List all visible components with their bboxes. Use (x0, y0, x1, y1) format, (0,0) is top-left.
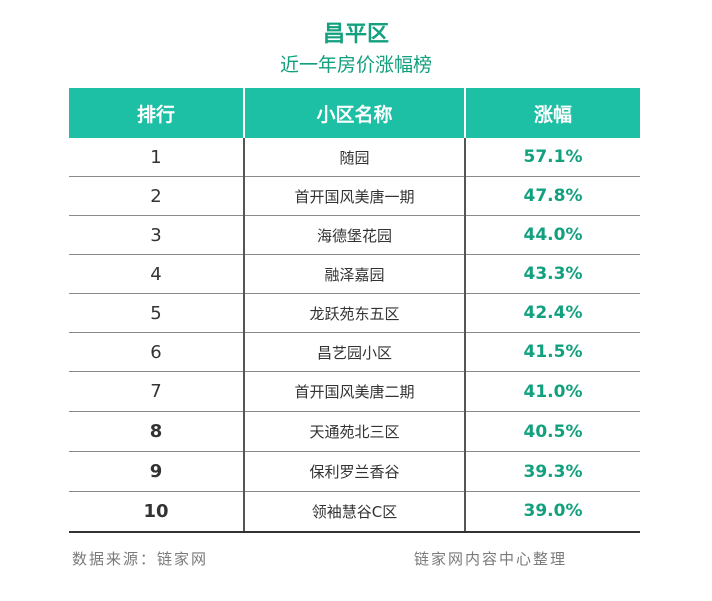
table-row: 6 昌艺园小区 41.5% (69, 332, 640, 372)
rank-cell: 4 (69, 254, 245, 294)
rank-cell: 5 (69, 293, 245, 333)
table-row: 3 海德堡花园 44.0% (69, 215, 640, 255)
rank-cell: 3 (69, 215, 245, 255)
header-name: 小区名称 (243, 88, 465, 138)
rank-cell: 2 (69, 176, 245, 216)
name-cell: 昌艺园小区 (244, 332, 466, 372)
name-cell: 首开国风美唐一期 (244, 176, 466, 216)
name-cell: 随园 (244, 138, 466, 177)
rate-cell: 47.8% (465, 176, 640, 216)
rate-cell: 42.4% (465, 293, 640, 333)
rate-cell: 44.0% (465, 215, 640, 255)
rate-cell: 39.0% (465, 491, 640, 533)
source-note: 数据来源：链家网 (72, 550, 209, 568)
table-row: 9 保利罗兰香谷 39.3% (69, 451, 640, 492)
rank-cell: 10 (69, 491, 245, 533)
name-cell: 龙跃苑东五区 (244, 293, 466, 333)
table-row: 7 首开国风美唐二期 41.0% (69, 371, 640, 412)
name-cell: 天通苑北三区 (244, 411, 466, 452)
rank-cell: 1 (69, 138, 245, 177)
rate-cell: 41.0% (465, 371, 640, 412)
table-row: 10 领袖慧谷C区 39.0% (69, 491, 640, 533)
table-body: 1 随园 57.1% 2 首开国风美唐一期 47.8% 3 海德堡花园 44.0% 4 融泽嘉园 43… (69, 138, 640, 533)
table-row: 5 龙跃苑东五区 42.4% (69, 293, 640, 333)
name-cell: 保利罗兰香谷 (244, 451, 466, 492)
table-row: 2 首开国风美唐一期 47.8% (69, 176, 640, 216)
header-rank: 排行 (69, 88, 244, 138)
name-cell: 首开国风美唐二期 (244, 371, 466, 412)
name-cell: 海德堡花园 (244, 215, 466, 255)
ranking-table: 排行 小区名称 涨幅 1 随园 57.1% 2 首开国风美唐一期 47.8% 3 海德堡花园 4… (69, 88, 640, 533)
compiled-note: 链家网内容中心整理 (414, 550, 568, 568)
name-cell: 领袖慧谷C区 (244, 491, 466, 533)
table-header-row: 排行 小区名称 涨幅 (69, 88, 640, 138)
header-rate: 涨幅 (464, 88, 640, 138)
rate-cell: 41.5% (465, 332, 640, 372)
chart-title: 昌平区 (322, 22, 389, 47)
name-cell: 融泽嘉园 (244, 254, 466, 294)
table-row: 4 融泽嘉园 43.3% (69, 254, 640, 294)
chart-subtitle: 近一年房价涨幅榜 (279, 54, 432, 76)
table-row: 1 随园 57.1% (69, 138, 640, 177)
rate-cell: 40.5% (465, 411, 640, 452)
rate-cell: 57.1% (465, 138, 640, 177)
rate-cell: 39.3% (465, 451, 640, 492)
table-row: 8 天通苑北三区 40.5% (69, 411, 640, 452)
rank-cell: 9 (69, 451, 245, 492)
rank-cell: 8 (69, 411, 245, 452)
rate-cell: 43.3% (465, 254, 640, 294)
rank-cell: 7 (69, 371, 245, 412)
rank-cell: 6 (69, 332, 245, 372)
